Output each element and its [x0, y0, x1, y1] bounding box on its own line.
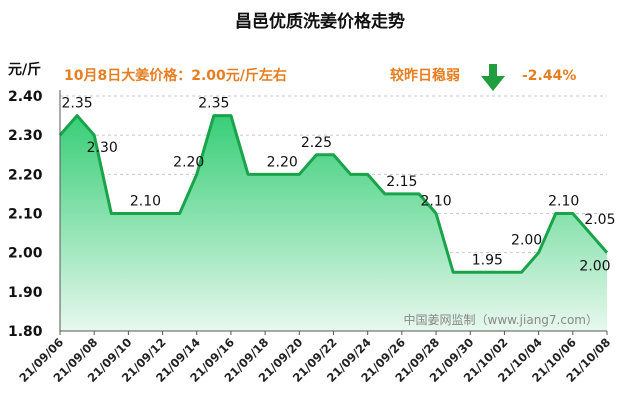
y-tick-label: 2.40 — [8, 89, 43, 105]
chart-title: 昌邑优质洗姜价格走势 — [235, 11, 405, 32]
y-tick-label: 2.00 — [8, 246, 43, 262]
data-label: 2.05 — [584, 212, 615, 228]
data-label: 2.25 — [301, 135, 332, 151]
data-label: 2.10 — [548, 194, 579, 210]
price-line — [58, 114, 609, 274]
data-label: 2.10 — [130, 194, 161, 210]
y-axis-ticks: 1.80 1.90 2.00 2.10 2.20 2.30 2.40 — [8, 89, 43, 340]
data-label: 2.15 — [386, 174, 417, 190]
y-axis-unit: 元/斤 — [8, 61, 41, 78]
y-tick-label: 2.30 — [8, 128, 43, 144]
x-axis-ticks: 21/09/0621/09/0821/09/1021/09/1221/09/14… — [16, 331, 613, 385]
down-arrow-icon — [481, 64, 505, 91]
data-label: 2.10 — [420, 194, 451, 210]
watermark: 中国姜网监制（www.jiang7.com） — [404, 312, 598, 327]
trend-label: 较昨日稳弱 — [390, 67, 460, 84]
data-label: 1.95 — [472, 252, 503, 268]
data-label: 2.35 — [198, 96, 229, 112]
data-labels: 2.352.302.102.202.352.202.252.152.101.95… — [62, 96, 616, 275]
y-tick-label: 2.20 — [8, 167, 43, 183]
y-tick-label: 1.90 — [8, 285, 43, 301]
change-percent: -2.44% — [522, 68, 576, 84]
data-label: 2.35 — [62, 96, 93, 112]
y-tick-label: 2.10 — [8, 207, 43, 223]
y-tick-label: 1.80 — [8, 324, 43, 340]
price-note: 10月8日大姜价格：2.00元/斤左右 — [64, 67, 287, 84]
data-label: 2.00 — [579, 259, 610, 275]
data-label: 2.30 — [87, 140, 118, 156]
area-fill — [60, 115, 607, 331]
data-label: 2.20 — [267, 154, 298, 170]
data-label: 2.00 — [511, 233, 542, 249]
data-label: 2.20 — [173, 154, 204, 170]
price-area — [58, 90, 609, 332]
